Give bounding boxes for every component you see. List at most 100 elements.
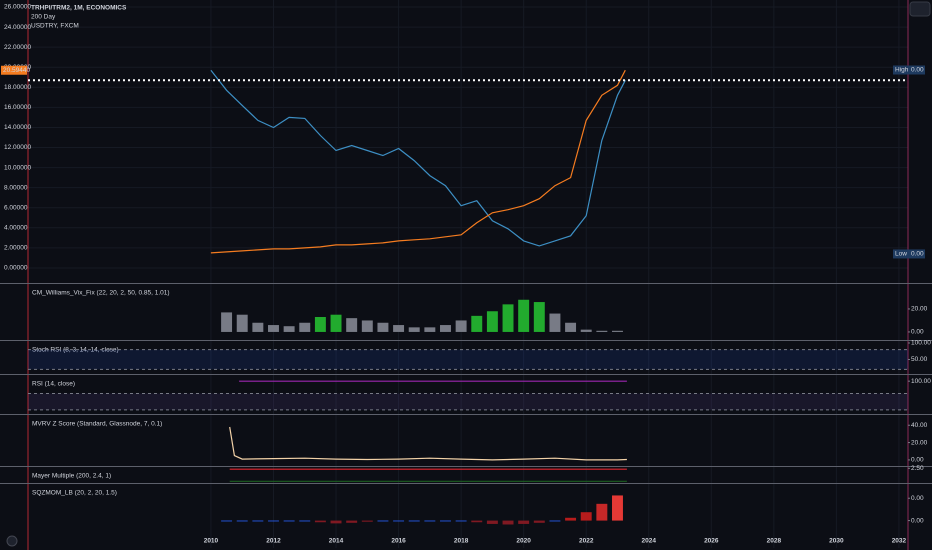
bar xyxy=(549,313,561,332)
bar xyxy=(471,315,483,332)
y-tick-label: 0.00 xyxy=(911,517,924,524)
marker-value: 0.00 xyxy=(911,67,924,74)
bar xyxy=(502,520,514,525)
y-tick-label: 16.00000 xyxy=(4,104,31,111)
y-tick-label: 22.00000 xyxy=(4,44,31,51)
pane-title: CM_Williams_Vix_Fix (22, 20, 2, 50, 0.85… xyxy=(32,290,170,297)
pane-title: SQZMOM_LB (20, 2, 20, 1.5) xyxy=(32,490,117,497)
bar xyxy=(408,327,420,332)
bar xyxy=(346,520,358,523)
y-tick-label: 4.00000 xyxy=(4,225,28,232)
grid xyxy=(28,0,908,548)
bar xyxy=(268,520,279,522)
y-tick-label: 0.00 xyxy=(911,495,924,502)
bar xyxy=(440,325,451,332)
x-tick-label: 2026 xyxy=(704,538,719,545)
bar xyxy=(252,322,264,332)
marker-value: 0.00 xyxy=(911,251,924,258)
x-tick-label: 2022 xyxy=(579,538,594,545)
bar xyxy=(221,312,233,332)
x-tick-label: 2028 xyxy=(767,538,782,545)
bar xyxy=(283,326,295,332)
marker-box xyxy=(893,249,925,259)
bar xyxy=(518,299,530,332)
bar xyxy=(377,322,389,332)
series-line xyxy=(229,426,627,461)
y-tick-label: 50.00 xyxy=(911,356,928,363)
series-line xyxy=(210,69,626,247)
marker-label: High xyxy=(895,67,909,74)
bar xyxy=(361,320,373,332)
bar xyxy=(408,520,420,522)
bar xyxy=(533,520,545,523)
y-tick-label: 20.00 xyxy=(911,306,928,313)
price-label: 20.59440 xyxy=(3,67,30,74)
chart-title: TRHPI/TRM2, 1M, ECONOMICS xyxy=(31,5,127,12)
y-tick-label: 2.00000 xyxy=(4,245,28,252)
y-tick-label: 26.00000 xyxy=(4,4,31,11)
x-tick-label: 2012 xyxy=(266,538,281,545)
bar xyxy=(518,520,530,524)
bar xyxy=(486,311,498,332)
y-tick-label: 18.00000 xyxy=(4,84,31,91)
bar xyxy=(236,314,248,332)
menu-button[interactable] xyxy=(909,1,931,17)
y-tick-label: 8.00000 xyxy=(4,184,28,191)
bar xyxy=(424,327,436,332)
bar xyxy=(580,512,592,521)
series-line xyxy=(210,69,626,254)
x-tick-label: 2030 xyxy=(829,538,844,545)
bar xyxy=(471,520,483,523)
y-tick-label: 0.00000 xyxy=(4,265,28,272)
y-tick-label: 40.00 xyxy=(911,422,928,429)
bar xyxy=(580,329,592,332)
bar xyxy=(424,520,436,522)
y-tick-label: 12.00000 xyxy=(4,144,31,151)
bar xyxy=(455,320,467,332)
y-tick-label: 14.00000 xyxy=(4,124,31,131)
y-tick-label: 0.00 xyxy=(911,329,924,336)
x-tick-label: 2014 xyxy=(329,538,344,545)
pane-title: Stoch RSI (8, 3, 14, 14, close) xyxy=(32,347,119,354)
band-fill xyxy=(28,349,908,370)
bar xyxy=(565,322,577,332)
pane-title: RSI (14, close) xyxy=(32,381,75,388)
bar xyxy=(440,520,451,522)
bar xyxy=(612,330,623,332)
band-fill xyxy=(28,393,908,410)
bar xyxy=(346,318,358,332)
x-tick-label: 2032 xyxy=(892,538,907,545)
bar xyxy=(533,302,545,332)
x-tick-label: 2024 xyxy=(642,538,657,545)
y-tick-label: 6.00000 xyxy=(4,204,28,211)
x-tick-label: 2018 xyxy=(454,538,469,545)
bar xyxy=(486,520,498,524)
subtitle: 200 Day xyxy=(31,14,56,21)
x-tick-label: 2016 xyxy=(391,538,406,545)
bar xyxy=(612,495,623,521)
x-tick-label: 2010 xyxy=(204,538,219,545)
bar xyxy=(283,520,295,522)
bar xyxy=(549,520,561,522)
bar xyxy=(377,520,389,522)
bar xyxy=(596,330,608,332)
bar xyxy=(455,520,467,522)
y-tick-label: 2.50 xyxy=(911,465,924,472)
bar xyxy=(299,322,311,332)
bar xyxy=(361,520,373,522)
bar xyxy=(221,520,233,522)
bar xyxy=(596,503,608,521)
bar xyxy=(268,325,279,332)
bar xyxy=(393,325,405,332)
pane-title: MVRV Z Score (Standard, Glassnode, 7, 0.… xyxy=(32,421,162,428)
bar xyxy=(565,517,577,521)
bar xyxy=(330,520,342,524)
timezone-button[interactable] xyxy=(6,535,18,547)
y-tick-label: 24.00000 xyxy=(4,24,31,31)
bar xyxy=(502,304,514,332)
subtitle: USDTRY, FXCM xyxy=(31,23,79,30)
bar xyxy=(314,317,326,332)
